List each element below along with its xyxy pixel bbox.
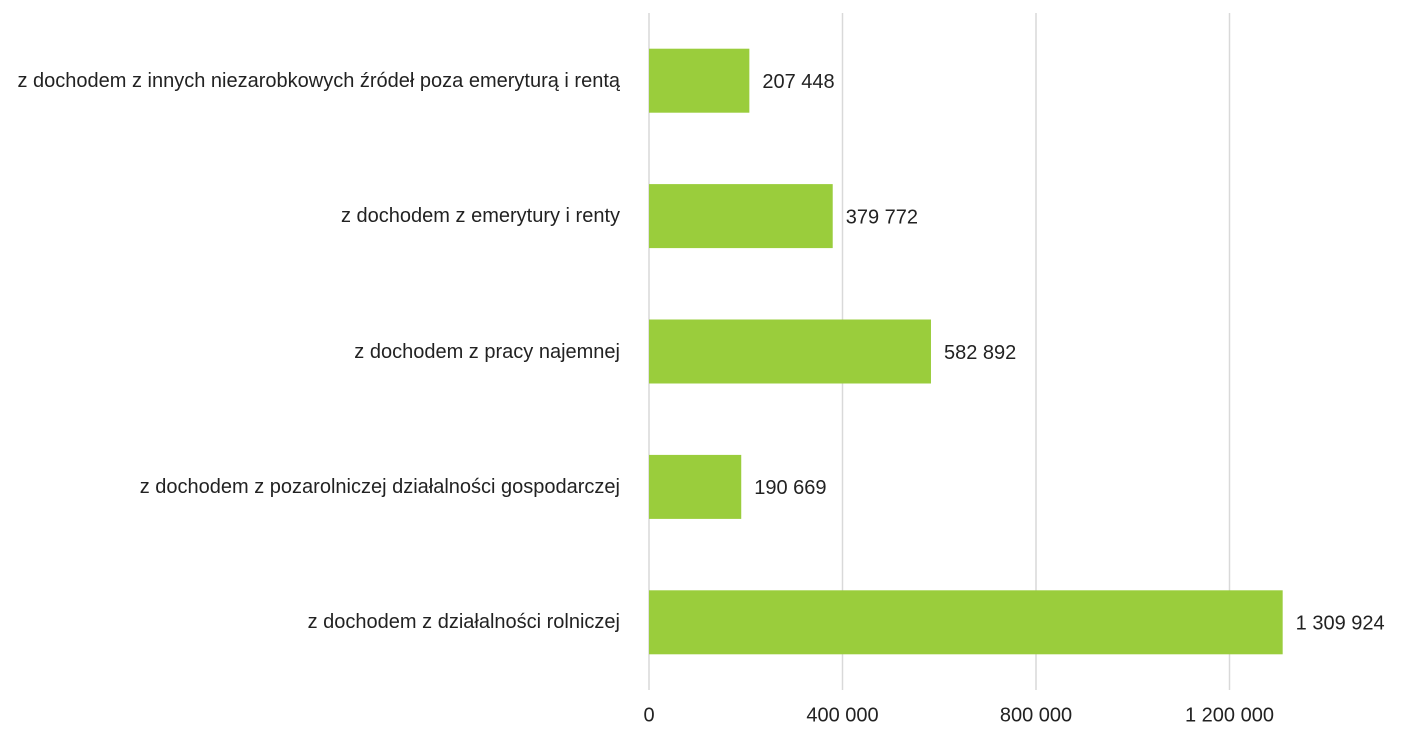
bar — [649, 319, 931, 384]
y-tick-label: z dochodem z pozarolniczej działalności … — [139, 475, 620, 498]
y-tick-label: z dochodem z innych niezarobkowych źróde… — [17, 69, 620, 92]
x-tick-label: 1 200 000 — [1185, 704, 1274, 726]
x-tick-label: 800 000 — [1000, 704, 1072, 726]
value-label: 1 309 924 — [1296, 613, 1385, 635]
y-tick-label: z dochodem z emerytury i renty — [341, 205, 620, 228]
y-tick-label: z dochodem z działalności rolniczej — [307, 611, 620, 634]
bar — [649, 590, 1283, 655]
bar — [649, 454, 742, 519]
value-label: 379 772 — [846, 206, 918, 228]
value-label: 207 448 — [762, 71, 834, 93]
bar — [649, 184, 833, 249]
bar — [649, 48, 750, 113]
value-label: 190 669 — [754, 477, 826, 499]
x-tick-label: 0 — [643, 704, 654, 726]
value-label: 582 892 — [944, 342, 1016, 364]
x-tick-label: 400 000 — [806, 704, 878, 726]
y-tick-label: z dochodem z pracy najemnej — [354, 340, 620, 363]
